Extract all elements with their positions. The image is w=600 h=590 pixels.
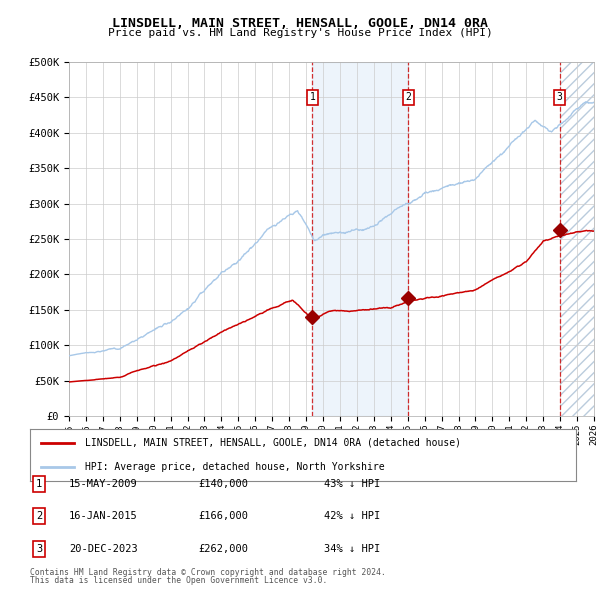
- Text: HPI: Average price, detached house, North Yorkshire: HPI: Average price, detached house, Nort…: [85, 462, 384, 472]
- Text: 2: 2: [406, 93, 412, 102]
- Text: £140,000: £140,000: [198, 479, 248, 489]
- Text: 1: 1: [310, 93, 316, 102]
- Text: This data is licensed under the Open Government Licence v3.0.: This data is licensed under the Open Gov…: [30, 576, 328, 585]
- Bar: [560, 62, 594, 416]
- Text: 3: 3: [36, 544, 42, 553]
- Text: £262,000: £262,000: [198, 544, 248, 553]
- Text: Contains HM Land Registry data © Crown copyright and database right 2024.: Contains HM Land Registry data © Crown c…: [30, 568, 386, 577]
- Text: 3: 3: [557, 93, 563, 102]
- Text: Price paid vs. HM Land Registry's House Price Index (HPI): Price paid vs. HM Land Registry's House …: [107, 28, 493, 38]
- Text: 42% ↓ HPI: 42% ↓ HPI: [324, 512, 380, 521]
- Bar: [313, 62, 409, 416]
- Text: LINSDELL, MAIN STREET, HENSALL, GOOLE, DN14 0RA: LINSDELL, MAIN STREET, HENSALL, GOOLE, D…: [112, 17, 488, 30]
- Text: 2: 2: [36, 512, 42, 521]
- Text: £166,000: £166,000: [198, 512, 248, 521]
- Text: 16-JAN-2015: 16-JAN-2015: [69, 512, 138, 521]
- Text: 15-MAY-2009: 15-MAY-2009: [69, 479, 138, 489]
- Text: 20-DEC-2023: 20-DEC-2023: [69, 544, 138, 553]
- Text: LINSDELL, MAIN STREET, HENSALL, GOOLE, DN14 0RA (detached house): LINSDELL, MAIN STREET, HENSALL, GOOLE, D…: [85, 438, 461, 448]
- Text: 1: 1: [36, 479, 42, 489]
- Text: 34% ↓ HPI: 34% ↓ HPI: [324, 544, 380, 553]
- Text: 43% ↓ HPI: 43% ↓ HPI: [324, 479, 380, 489]
